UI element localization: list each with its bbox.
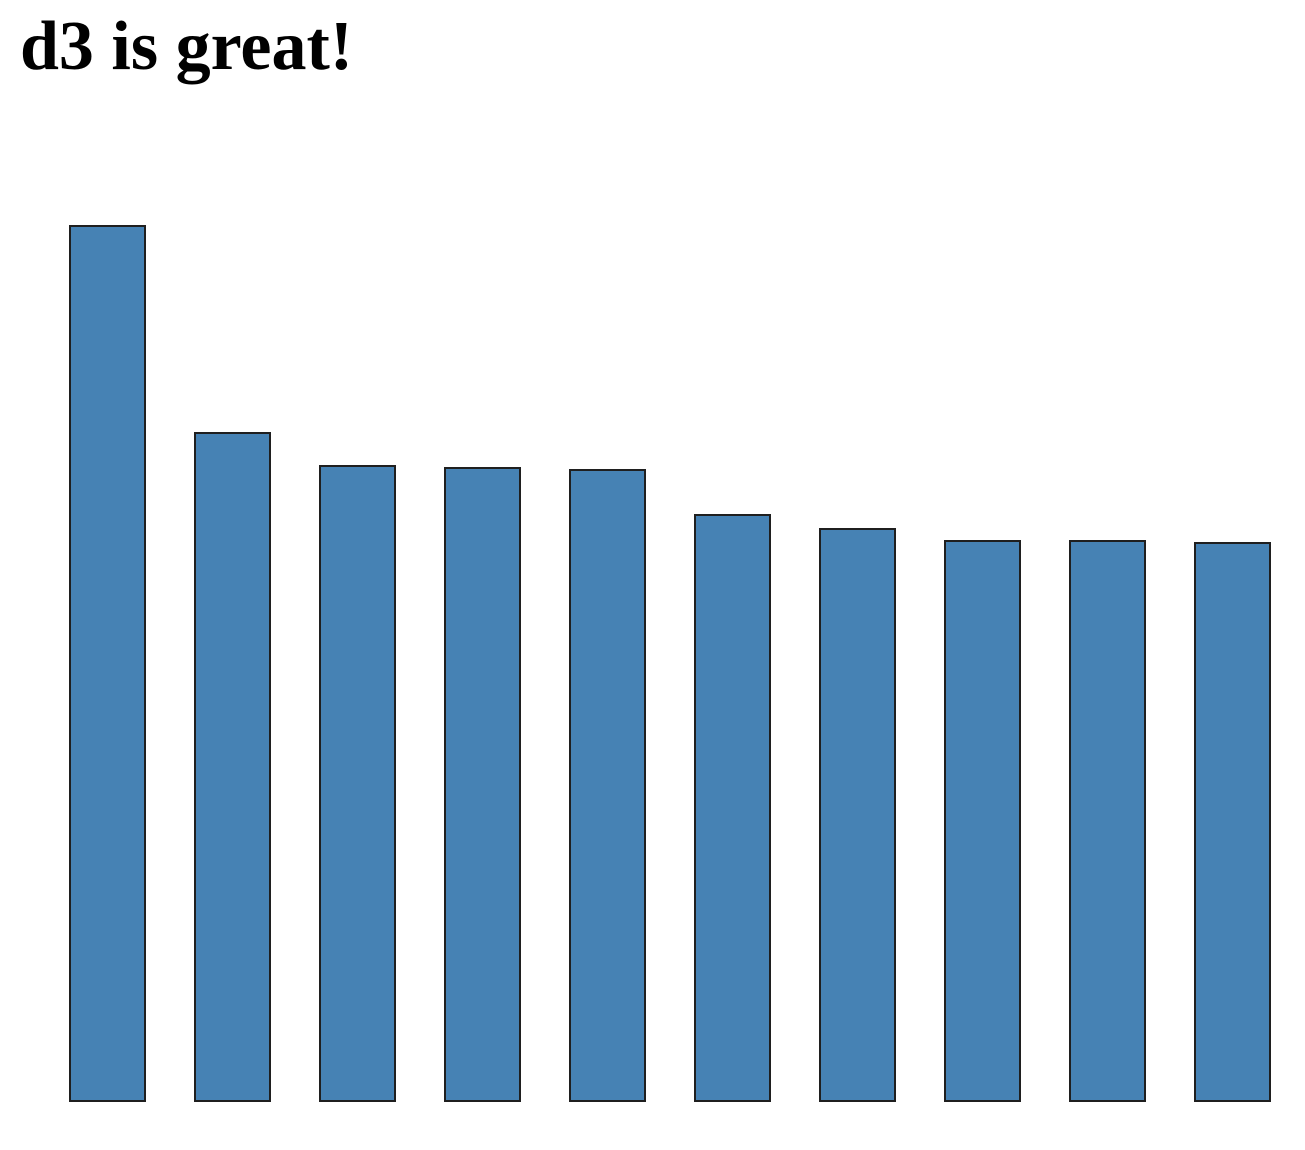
bar-3 xyxy=(319,465,396,1102)
bar-7 xyxy=(819,528,896,1102)
bars-group xyxy=(69,225,1271,1102)
page-title: d3 is great! xyxy=(20,8,354,85)
bar-8 xyxy=(944,540,1021,1102)
bar-10 xyxy=(1194,542,1271,1102)
bar-2 xyxy=(194,432,271,1102)
bar-6 xyxy=(694,514,771,1102)
bar-9 xyxy=(1069,540,1146,1102)
bar-1 xyxy=(69,225,146,1102)
bar-5 xyxy=(569,469,646,1102)
bar-4 xyxy=(444,467,521,1102)
